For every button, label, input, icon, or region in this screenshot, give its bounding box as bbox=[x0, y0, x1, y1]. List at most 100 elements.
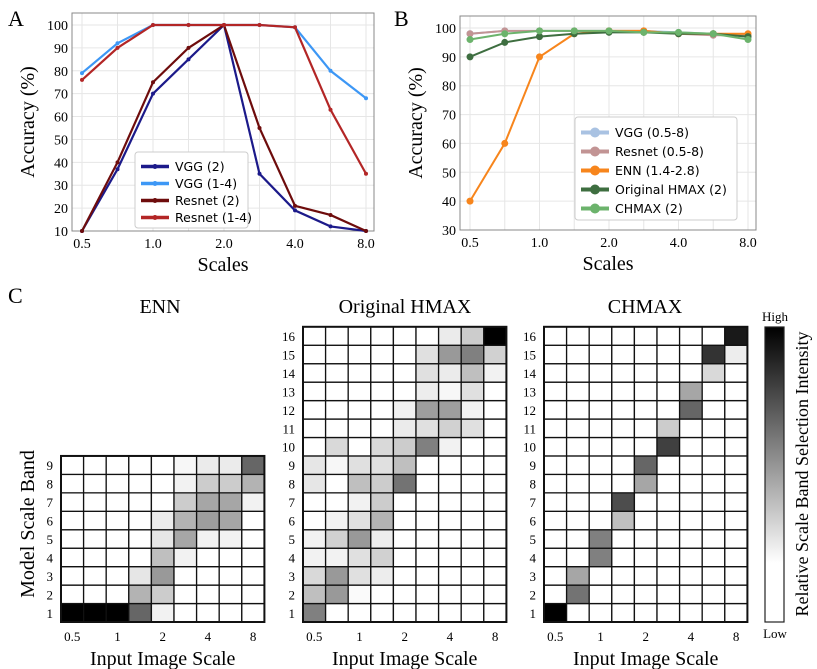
data-point bbox=[257, 23, 262, 27]
legend-entry: VGG (2) bbox=[175, 159, 225, 174]
heatmap-cell bbox=[588, 418, 613, 439]
heatmap-title: CHMAX bbox=[608, 296, 683, 318]
heatmap-cell bbox=[128, 510, 153, 531]
heatmap-cell bbox=[150, 492, 175, 512]
heatmap-cell bbox=[150, 510, 175, 531]
heatmap-cell bbox=[128, 584, 153, 605]
heatmap-cell bbox=[302, 344, 327, 365]
heatmap-cell bbox=[437, 399, 462, 420]
heatmap-cell bbox=[347, 602, 372, 623]
y-tick-label: 50 bbox=[442, 166, 456, 181]
heatmap-cell bbox=[173, 473, 198, 494]
heatmap-cell bbox=[656, 399, 681, 420]
data-point bbox=[328, 224, 333, 229]
legend-marker bbox=[152, 164, 158, 169]
y-tick-label: 20 bbox=[54, 202, 68, 217]
x-tick-label: 8 bbox=[250, 629, 257, 644]
heatmap-cell bbox=[437, 602, 462, 623]
heatmap-cell bbox=[656, 584, 681, 605]
heatmap-cell bbox=[347, 529, 372, 549]
data-point bbox=[501, 38, 509, 46]
heatmap-cell bbox=[302, 510, 327, 531]
heatmap-cell bbox=[218, 455, 243, 476]
legend-marker bbox=[590, 203, 600, 214]
heatmap-cell bbox=[460, 363, 485, 383]
heatmap-cell bbox=[678, 510, 703, 531]
heatmap-cell bbox=[678, 492, 703, 512]
heatmap-cell bbox=[105, 529, 130, 549]
heatmap-cell bbox=[370, 363, 395, 383]
heatmap-cell bbox=[565, 510, 590, 531]
heatmap-cell bbox=[105, 455, 130, 476]
heatmap-cell bbox=[724, 473, 749, 494]
heatmap-cell bbox=[437, 492, 462, 512]
heatmap-cell bbox=[588, 584, 613, 605]
heatmap-cell bbox=[460, 473, 485, 494]
y-tick-label: 5 bbox=[530, 532, 537, 547]
legend-entry: Resnet (1-4) bbox=[175, 210, 252, 225]
y-tick-label: 9 bbox=[530, 458, 537, 473]
heatmap-cell bbox=[392, 492, 417, 512]
heatmap-cell bbox=[415, 344, 440, 365]
heatmap-cell bbox=[611, 326, 636, 346]
x-tick-label: 4.0 bbox=[286, 237, 304, 252]
heatmap-cell bbox=[543, 418, 568, 439]
heatmap-cell bbox=[302, 436, 327, 457]
data-point bbox=[328, 107, 333, 112]
x-tick-label: 2 bbox=[159, 629, 166, 644]
heatmap-cell bbox=[701, 455, 726, 476]
heatmap-cell bbox=[543, 363, 568, 383]
x-tick-label: 0.5 bbox=[64, 629, 80, 644]
heatmap-cell bbox=[588, 529, 613, 549]
heatmap-cell bbox=[701, 510, 726, 531]
heatmap-cell bbox=[543, 473, 568, 494]
heatmap-cell bbox=[460, 529, 485, 549]
heatmap-cell bbox=[324, 584, 349, 605]
colorbar: High Low Relative Scale Band Selection Int… bbox=[762, 309, 812, 641]
data-point bbox=[151, 91, 155, 96]
x-tick-label: 2 bbox=[642, 629, 649, 644]
legend-box bbox=[574, 116, 738, 221]
heatmap-cell bbox=[105, 602, 130, 623]
heatmap-cell bbox=[347, 326, 372, 346]
data-point bbox=[222, 23, 226, 27]
heatmap-cell bbox=[483, 363, 508, 383]
heatmap-cell bbox=[565, 455, 590, 476]
heatmap-cell bbox=[656, 363, 681, 383]
y-tick-label: 3 bbox=[289, 569, 296, 584]
heatmap-cell bbox=[543, 566, 568, 586]
heatmap-cell bbox=[105, 547, 130, 568]
heatmap-cell bbox=[611, 584, 636, 605]
heatmap-cell bbox=[678, 602, 703, 623]
y-tick-label: 4 bbox=[289, 550, 296, 565]
data-point bbox=[466, 30, 474, 38]
x-tick-label: 0.5 bbox=[73, 237, 91, 252]
heatmap-cell bbox=[392, 547, 417, 568]
y-tick-label: 8 bbox=[47, 477, 54, 492]
heatmap-cell bbox=[701, 566, 726, 586]
heatmap-cell bbox=[724, 418, 749, 439]
heatmap-cell bbox=[60, 492, 85, 512]
legend-marker bbox=[152, 181, 158, 186]
heatmap-cell bbox=[565, 344, 590, 365]
x-axis-label: Input Image Scale bbox=[90, 648, 236, 669]
heatmap-cell bbox=[437, 473, 462, 494]
heatmap-cell bbox=[60, 510, 85, 531]
heatmap-cell bbox=[724, 436, 749, 457]
heatmap-cell bbox=[195, 510, 220, 531]
heatmap-cell bbox=[656, 529, 681, 549]
heatmap-enn: 1 2 3 4 5 6 7 8 9 0.5 1 2 4 8 Input Image Scale ENN Mode… bbox=[17, 296, 266, 669]
heatmap-cell bbox=[302, 492, 327, 512]
heatmap-cell bbox=[611, 455, 636, 476]
heatmap-cell bbox=[437, 381, 462, 402]
heatmap-cell bbox=[460, 436, 485, 457]
heatmap-cell bbox=[565, 584, 590, 605]
legend-entry: CHMAX (2) bbox=[615, 201, 683, 216]
heatmap-cell bbox=[656, 436, 681, 457]
heatmap-cell bbox=[565, 529, 590, 549]
heatmap-cell bbox=[460, 547, 485, 568]
heatmap-cell bbox=[150, 584, 175, 605]
heatmap-cell bbox=[105, 566, 130, 586]
y-tick-label: 60 bbox=[442, 137, 456, 152]
